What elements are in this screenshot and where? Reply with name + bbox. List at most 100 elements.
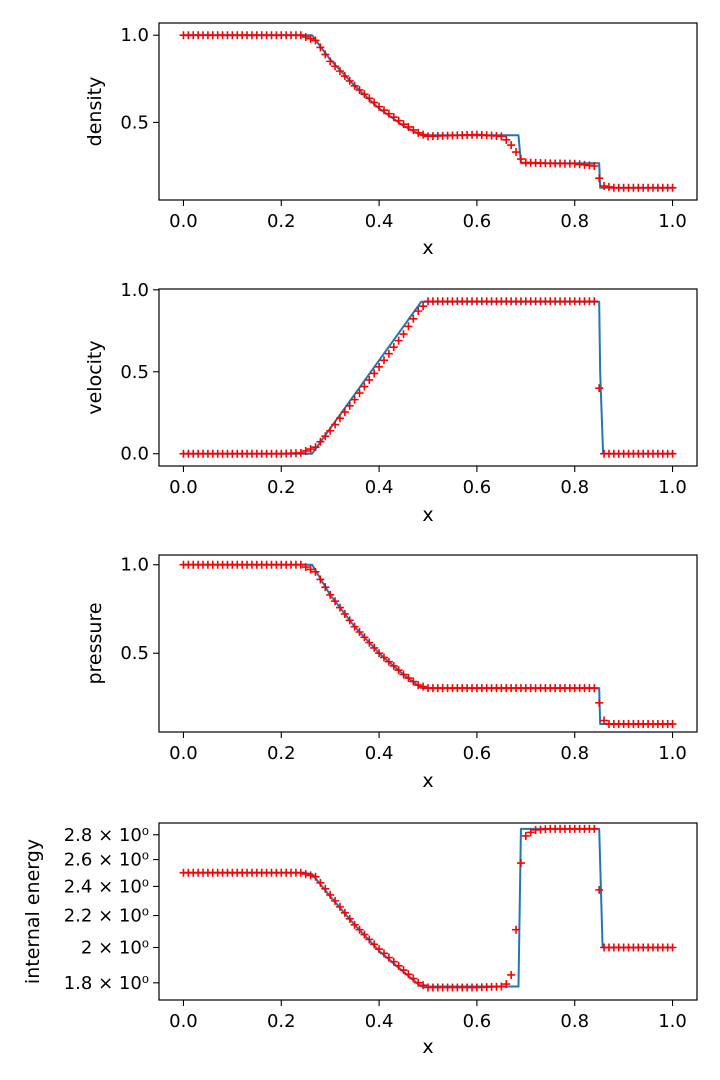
velocity-numeric-point xyxy=(419,302,428,311)
density-numeric-point xyxy=(326,57,335,66)
pressure-numeric-point xyxy=(379,653,388,662)
velocity-ytick-label: 0.0 xyxy=(120,444,149,465)
density-numeric-point xyxy=(306,34,315,43)
velocity-numeric-point xyxy=(335,414,344,423)
density-numeric-point xyxy=(668,183,677,192)
velocity-ytick-label: 0.5 xyxy=(120,362,149,383)
velocity-numeric-point xyxy=(296,448,305,457)
pressure-xtick-label: 1.0 xyxy=(658,743,687,764)
internal-energy-numeric-point xyxy=(384,953,393,962)
density-numeric-point xyxy=(404,123,413,132)
velocity-numeric-point xyxy=(365,375,374,384)
density-numeric-point xyxy=(331,62,340,71)
pressure-numeric-point xyxy=(404,674,413,683)
pressure-numeric-point xyxy=(365,638,374,647)
density-xtick-label: 0.6 xyxy=(463,211,492,232)
internal-energy-numeric-point xyxy=(419,981,428,990)
internal-energy-numeric-point xyxy=(375,945,384,954)
pressure-numeric-point xyxy=(321,583,330,592)
pressure-xtick-label: 0.4 xyxy=(365,743,394,764)
internal-energy-xtick-label: 0.2 xyxy=(267,1011,296,1032)
velocity-numeric-point xyxy=(316,437,325,446)
pressure-panel: 0.0 0.2 0.4 0.6 0.8 1.0 0.5 1.0 x pressure xyxy=(84,554,698,792)
internal-energy-numeric-point xyxy=(321,884,330,893)
density-ytick-label: 1.0 xyxy=(120,25,149,46)
velocity-numeric-point xyxy=(409,314,418,323)
pressure-numeric-point xyxy=(331,597,340,606)
density-numeric-point xyxy=(604,182,613,191)
density-numeric-point xyxy=(516,155,525,164)
pressure-numeric-point xyxy=(600,716,609,725)
pressure-numeric-point xyxy=(370,643,379,652)
density-numeric-point xyxy=(296,31,305,40)
internal-energy-numeric-point xyxy=(316,878,325,887)
pressure-xtick-label: 0.0 xyxy=(169,743,198,764)
internal-energy-numeric-point xyxy=(414,978,423,987)
internal-energy-ytick-label: 2.6 × 10⁰ xyxy=(64,850,149,871)
velocity-numeric-point xyxy=(355,389,364,398)
internal-energy-numeric-point xyxy=(340,908,349,917)
pressure-xlabel: x xyxy=(422,770,433,792)
pressure-numeric-point xyxy=(326,590,335,599)
internal-energy-numeric-point xyxy=(394,961,403,970)
internal-energy-ytick-label: 2 × 10⁰ xyxy=(81,938,149,959)
velocity-ylabel: velocity xyxy=(84,340,106,414)
internal-energy-numeric-point xyxy=(350,920,359,929)
velocity-numeric-point xyxy=(345,401,354,410)
pressure-xtick-label: 0.2 xyxy=(267,743,296,764)
pressure-numeric-point xyxy=(394,666,403,675)
pressure-numeric-point xyxy=(399,670,408,679)
density-numeric-point xyxy=(399,120,408,129)
density-numeric-point xyxy=(502,135,511,144)
pressure-numeric-point xyxy=(355,627,364,636)
internal-energy-ylabel: internal energy xyxy=(22,839,44,984)
density-numeric-point xyxy=(355,85,364,94)
pressure-numeric-point xyxy=(350,622,359,631)
velocity-numeric-point xyxy=(360,382,369,391)
internal-energy-numeric-point xyxy=(306,871,315,880)
velocity-numeric-point xyxy=(379,356,388,365)
density-xtick-label: 0.8 xyxy=(560,211,589,232)
internal-energy-numeric-point xyxy=(296,868,305,877)
velocity-numeric-point xyxy=(414,307,423,316)
density-numeric-point xyxy=(321,50,330,59)
density-numeric-point xyxy=(384,109,393,118)
density-numeric-point xyxy=(600,182,609,191)
pressure-numeric-point xyxy=(301,563,310,572)
internal-energy-numeric-point xyxy=(370,940,379,949)
density-xtick-label: 0.2 xyxy=(267,211,296,232)
density-plot-frame xyxy=(158,22,698,201)
internal-energy-numeric-point xyxy=(590,824,599,833)
pressure-xtick-label: 0.8 xyxy=(560,743,589,764)
internal-energy-numeric-point xyxy=(497,982,506,991)
pressure-numeric-point xyxy=(419,682,428,691)
density-xtick-label: 0.4 xyxy=(365,211,394,232)
velocity-xtick-label: 0.6 xyxy=(463,477,492,498)
density-numeric-point xyxy=(409,125,418,134)
pressure-numeric-point xyxy=(668,720,677,729)
internal-energy-numeric-point xyxy=(360,930,369,939)
pressure-numeric-point xyxy=(345,616,354,625)
velocity-numeric-point xyxy=(590,297,599,306)
internal-energy-numeric-point xyxy=(311,872,320,881)
density-numeric-point xyxy=(365,94,374,103)
velocity-numeric-point xyxy=(389,343,398,352)
internal-energy-numeric-point xyxy=(379,949,388,958)
internal-energy-numeric-point xyxy=(389,957,398,966)
internal-energy-numeric-point xyxy=(516,859,525,868)
density-numeric-point xyxy=(360,90,369,99)
velocity-numeric-point xyxy=(311,443,320,452)
internal-energy-numeric-point xyxy=(595,885,604,894)
density-numeric-point xyxy=(379,106,388,115)
pressure-numeric-point xyxy=(389,661,398,670)
density-numeric-point xyxy=(316,43,325,52)
density-ytick-label: 0.5 xyxy=(120,112,149,133)
internal-energy-xtick-label: 0.8 xyxy=(560,1011,589,1032)
velocity-ytick-label: 1.0 xyxy=(120,280,149,301)
velocity-numeric-point xyxy=(306,445,315,454)
pressure-plot-frame xyxy=(158,554,698,733)
internal-energy-ytick-label: 1.8 × 10⁰ xyxy=(64,973,149,994)
density-numeric-point xyxy=(345,76,354,85)
density-numeric-point xyxy=(414,128,423,137)
internal-energy-numeric-point xyxy=(399,966,408,975)
